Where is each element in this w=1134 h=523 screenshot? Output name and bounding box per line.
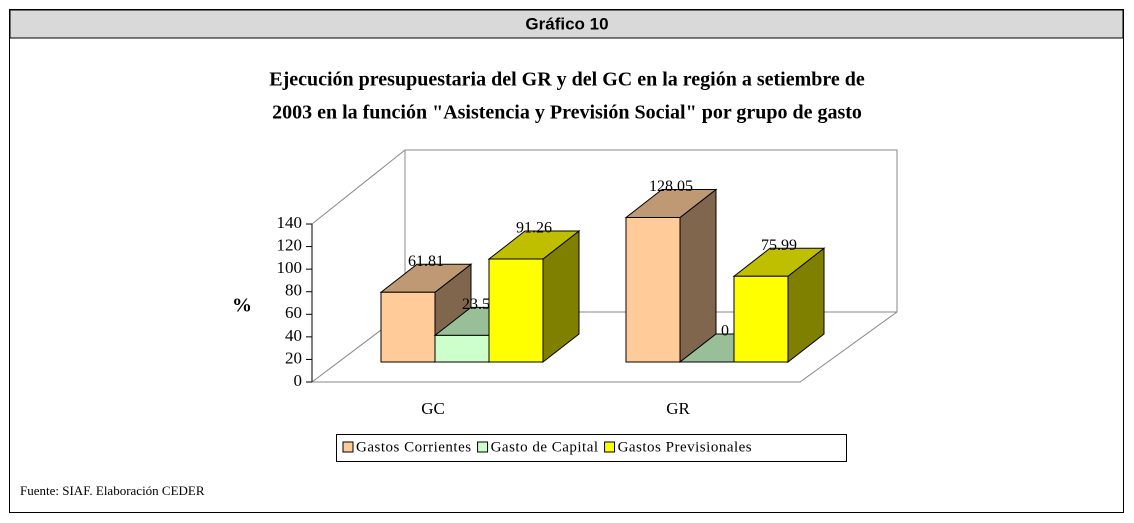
y-tick-label: 0 <box>294 371 303 390</box>
y-tick-label: 60 <box>285 303 302 322</box>
x-tick-label: GC <box>421 399 445 418</box>
bar-side <box>679 188 717 364</box>
y-tick-label: 100 <box>277 258 303 277</box>
chart-title: 2003 en la función "Asistencia y Previsi… <box>272 102 862 124</box>
value-label: 75.99 <box>761 237 797 254</box>
bar <box>434 334 490 363</box>
chart-title: Ejecución presupuestaria del GR y del GC… <box>269 69 865 91</box>
legend-label: Gastos Previsionales <box>618 439 753 455</box>
value-label: 128.05 <box>649 178 693 195</box>
y-tick-label: 140 <box>277 213 303 232</box>
legend-swatch <box>477 441 489 453</box>
header: Gráfico 10 <box>525 14 608 33</box>
legend-label: Gasto de Capital <box>491 439 599 455</box>
bar <box>380 291 436 363</box>
value-label: 0 <box>721 323 729 340</box>
value-label: 91.26 <box>516 220 552 237</box>
y-tick-label: 40 <box>285 326 302 345</box>
legend-swatch <box>342 441 354 453</box>
bar <box>625 216 681 363</box>
legend-label: Gastos Corrientes <box>356 439 472 455</box>
legend <box>336 434 847 462</box>
source: Fuente: SIAF. Elaboración CEDER <box>20 483 205 498</box>
value-label: 61.81 <box>408 253 444 270</box>
x-tick-label: GR <box>666 399 690 418</box>
y-tick-label: 120 <box>277 235 303 254</box>
y-tick-label: 80 <box>285 281 302 300</box>
bar <box>488 258 544 363</box>
y-axis-label: % <box>232 295 252 317</box>
legend-swatch <box>604 441 616 453</box>
header-bar <box>9 9 1124 39</box>
y-tick-label: 20 <box>285 348 302 367</box>
bar <box>733 275 789 363</box>
